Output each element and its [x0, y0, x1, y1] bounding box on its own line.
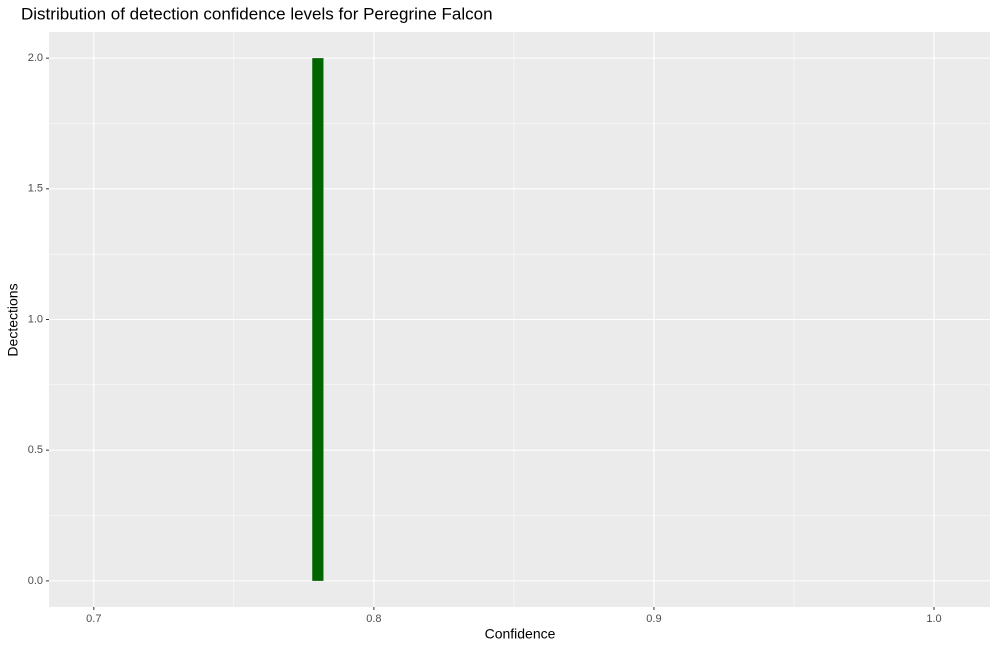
x-axis-label: Confidence: [485, 626, 556, 642]
x-tick-label: 0.8: [366, 613, 381, 625]
x-tick-label: 0.7: [86, 613, 101, 625]
bar: [312, 58, 324, 581]
y-tick-label: 0.0: [28, 575, 43, 587]
y-tick-label: 2.0: [28, 52, 43, 64]
y-tick-label: 0.5: [28, 444, 43, 456]
y-axis-label: Dectections: [5, 283, 21, 356]
x-tick-label: 0.9: [646, 613, 661, 625]
chart-title: Distribution of detection confidence lev…: [21, 4, 493, 23]
y-tick-label: 1.5: [28, 183, 43, 195]
x-tick-label: 1.0: [926, 613, 941, 625]
y-tick-label: 1.0: [28, 313, 43, 325]
